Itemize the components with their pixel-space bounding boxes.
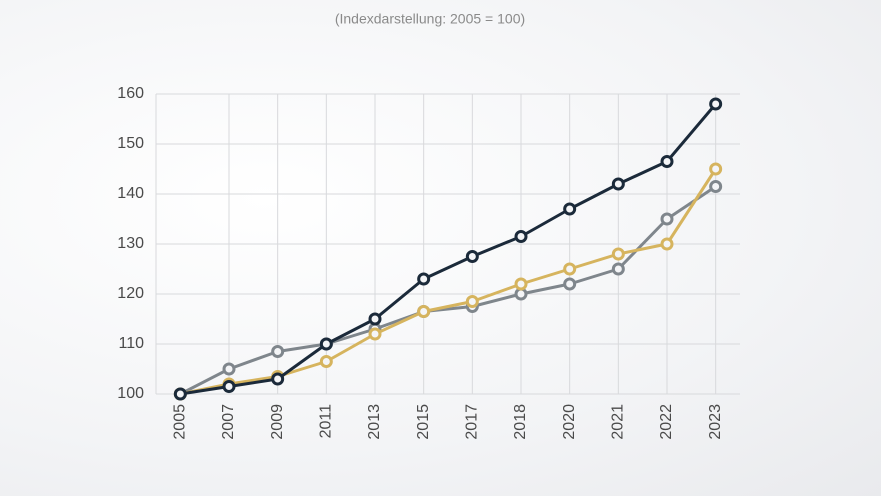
point (709, 180, 723, 193)
point (222, 380, 236, 393)
point (271, 345, 285, 358)
series-line (179, 185, 717, 396)
point (368, 327, 382, 341)
point (709, 162, 723, 176)
point (563, 277, 577, 291)
point (173, 387, 187, 401)
point (417, 272, 431, 286)
point (319, 355, 333, 368)
x-tick-label: 2013 (366, 404, 383, 440)
x-tick-label: 2018 (512, 404, 529, 440)
chart-subtitle: (Indexdarstellung: 2005 = 100) (335, 11, 525, 27)
point (660, 212, 674, 226)
point (222, 362, 236, 376)
series-line (180, 103, 717, 396)
point (465, 250, 479, 263)
point (465, 295, 479, 308)
point (514, 277, 528, 291)
x-tick-label: 2007 (220, 404, 237, 440)
point (660, 237, 674, 251)
point (417, 305, 431, 318)
x-tick-label: 2023 (707, 404, 724, 440)
x-tick-label: 2017 (464, 404, 481, 440)
x-tick-label: 2009 (269, 404, 286, 440)
y-tick-label: 100 (117, 385, 144, 402)
y-tick-label: 120 (117, 285, 144, 302)
point (660, 155, 674, 168)
point (611, 247, 625, 261)
point (514, 230, 528, 243)
point (368, 312, 382, 326)
y-tick-label: 160 (117, 85, 144, 102)
series-line (180, 168, 717, 396)
point (319, 337, 333, 351)
y-tick-label: 150 (117, 135, 144, 152)
x-tick-label: 2022 (658, 404, 675, 440)
y-tick-label: 140 (117, 185, 144, 202)
y-tick-label: 130 (117, 235, 144, 252)
point (611, 177, 625, 191)
point (709, 97, 723, 111)
x-tick-label: 2005 (172, 404, 189, 440)
x-tick-label: 2011 (318, 404, 335, 439)
y-tick-label: 110 (118, 335, 144, 352)
point (611, 262, 625, 276)
point (271, 372, 285, 386)
point (563, 202, 577, 216)
x-tick-label: 2021 (610, 404, 627, 440)
x-tick-label: 2015 (415, 404, 432, 440)
x-tick-label: 2020 (561, 404, 578, 440)
point (563, 262, 577, 276)
